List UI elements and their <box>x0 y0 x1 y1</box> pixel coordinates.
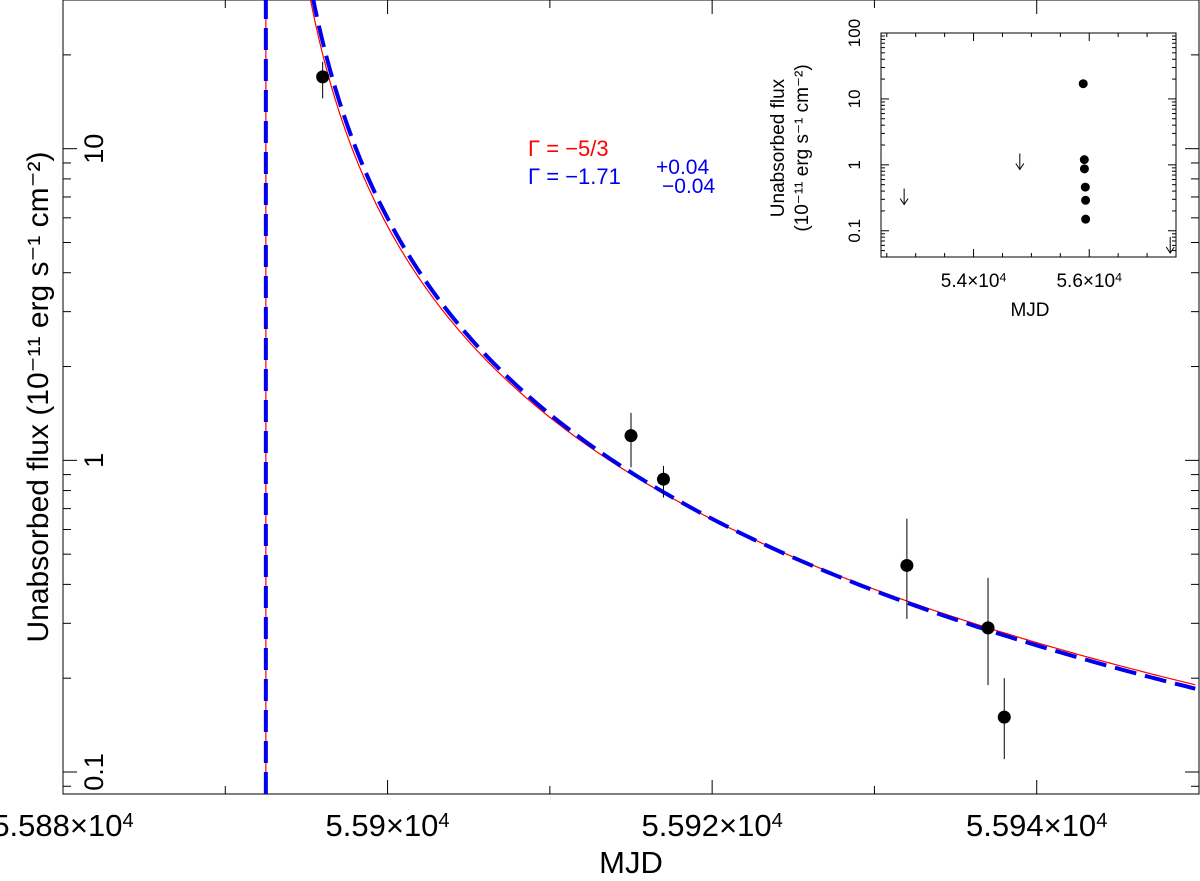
inset-y-axis-label-line1: Unabsorbed flux <box>768 78 789 217</box>
x-tick-label: 5.594×104 <box>966 808 1107 843</box>
y-tick-label: 1 <box>79 453 109 468</box>
main-plot-frame <box>62 0 1200 795</box>
main-y-axis-label: Unabsorbed flux (10⁻¹¹ erg s⁻¹ cm⁻²) <box>22 152 55 643</box>
data-point <box>981 621 995 635</box>
data-point <box>900 558 914 572</box>
y-tick-label: 10 <box>79 134 109 164</box>
inset-x-tick-label: 5.6×104 <box>1056 270 1122 292</box>
inset-y-tick-label: 100 <box>845 19 864 47</box>
x-tick-label: 5.592×104 <box>641 808 782 843</box>
inset-data-point <box>1079 155 1089 165</box>
x-tick-label: 5.59×104 <box>326 808 450 843</box>
data-point <box>656 472 670 486</box>
inset-data-point <box>1078 79 1088 89</box>
data-point <box>316 70 330 84</box>
blue-model-error-plus: +0.04 <box>656 156 709 179</box>
inset-tick-labels: 5.4×104 5.6×104 0.1 1 10 100 <box>845 19 1122 292</box>
red-model-label: Γ = −5/3 <box>528 136 609 161</box>
inset-data-point <box>1081 214 1091 224</box>
data-point <box>624 429 638 443</box>
inset-y-tick-label: 0.1 <box>845 219 864 243</box>
main-axis-ticks <box>62 0 1200 794</box>
data-point <box>997 710 1011 724</box>
upper-limit-arrow-head <box>899 198 909 206</box>
upper-limit-arrow-head <box>1165 246 1175 254</box>
upper-limit-arrow-head <box>1015 163 1025 171</box>
inset-plot-frame <box>880 32 1177 258</box>
red-model-curve <box>309 0 1196 686</box>
inset-y-axis-label-line2: (10⁻¹¹ erg s⁻¹ cm⁻²) <box>792 64 813 231</box>
inset-data-points <box>899 79 1175 254</box>
inset-x-tick-label: 5.4×104 <box>941 270 1007 292</box>
y-tick-label: 0.1 <box>79 753 109 791</box>
main-tick-labels: 5.588×104 5.59×104 5.592×104 5.594×104 0.1 1 1… <box>0 134 1107 843</box>
blue-model-label: Γ = −1.71 <box>528 164 621 189</box>
inset-data-point <box>1081 195 1091 205</box>
model-curves <box>263 0 1196 794</box>
inset-data-point <box>1079 164 1089 174</box>
inset-axis-ticks <box>881 32 1177 258</box>
blue-model-curve <box>311 0 1196 691</box>
inset-x-axis-label: MJD <box>1010 300 1049 321</box>
x-tick-label: 5.588×104 <box>0 808 134 843</box>
blue-model-error-minus: −0.04 <box>662 175 715 198</box>
inset-y-tick-label: 1 <box>845 160 864 169</box>
data-points <box>316 61 1011 760</box>
inset-y-tick-label: 10 <box>845 89 864 108</box>
main-x-axis-label: MJD <box>599 845 663 880</box>
main-plot-area <box>263 0 1196 794</box>
inset-data-point <box>1080 182 1090 192</box>
